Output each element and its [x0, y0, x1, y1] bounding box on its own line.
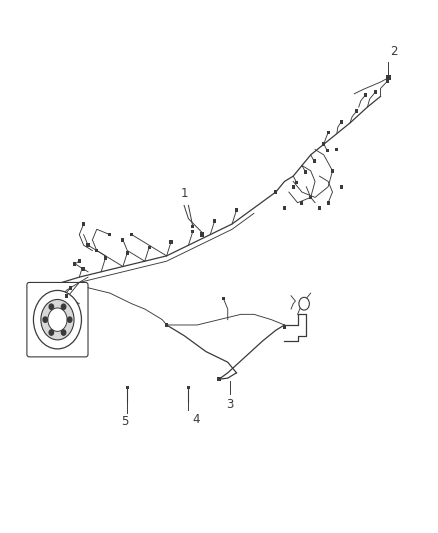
Text: 5: 5: [121, 415, 129, 429]
Bar: [309, 196, 312, 199]
Bar: [292, 185, 295, 189]
Bar: [300, 201, 304, 205]
Bar: [331, 169, 334, 173]
Bar: [126, 251, 129, 255]
Bar: [295, 181, 298, 184]
Bar: [327, 201, 330, 205]
Bar: [235, 208, 238, 212]
Bar: [104, 256, 107, 260]
Text: 2: 2: [390, 45, 398, 58]
Bar: [327, 131, 330, 134]
Circle shape: [41, 300, 74, 340]
Bar: [222, 296, 225, 300]
Bar: [126, 386, 129, 389]
Bar: [385, 79, 389, 83]
Circle shape: [48, 308, 67, 332]
Circle shape: [67, 317, 72, 322]
Bar: [313, 159, 316, 163]
Circle shape: [61, 330, 66, 335]
Bar: [148, 246, 151, 249]
Bar: [130, 233, 133, 237]
Bar: [69, 286, 72, 289]
Circle shape: [33, 290, 81, 349]
Bar: [340, 120, 343, 124]
Bar: [74, 262, 77, 266]
Bar: [108, 233, 111, 237]
Bar: [191, 225, 194, 229]
Bar: [283, 206, 286, 210]
Bar: [374, 90, 377, 94]
Bar: [165, 323, 168, 327]
Bar: [82, 222, 85, 226]
Bar: [364, 93, 367, 97]
Bar: [283, 326, 286, 329]
Bar: [78, 260, 81, 263]
Bar: [65, 294, 68, 297]
Circle shape: [43, 317, 47, 322]
Text: 4: 4: [193, 413, 200, 426]
Circle shape: [49, 304, 53, 310]
Text: 3: 3: [226, 398, 233, 411]
Bar: [386, 75, 391, 80]
Bar: [82, 267, 85, 271]
Bar: [355, 109, 358, 113]
Bar: [213, 219, 216, 223]
Bar: [326, 149, 329, 152]
FancyBboxPatch shape: [27, 282, 88, 357]
Bar: [86, 244, 89, 247]
Bar: [191, 230, 194, 233]
Bar: [95, 249, 98, 253]
Bar: [336, 148, 339, 151]
Bar: [187, 386, 190, 389]
Bar: [340, 185, 343, 189]
Bar: [200, 232, 204, 237]
Bar: [170, 240, 173, 244]
Circle shape: [299, 297, 309, 310]
Bar: [218, 377, 220, 381]
Bar: [322, 142, 325, 146]
Circle shape: [49, 330, 53, 335]
Text: 1: 1: [180, 187, 188, 200]
Bar: [274, 190, 277, 194]
Bar: [304, 170, 307, 174]
Bar: [121, 238, 124, 242]
Bar: [81, 266, 84, 270]
Circle shape: [61, 304, 66, 310]
Bar: [318, 206, 321, 210]
